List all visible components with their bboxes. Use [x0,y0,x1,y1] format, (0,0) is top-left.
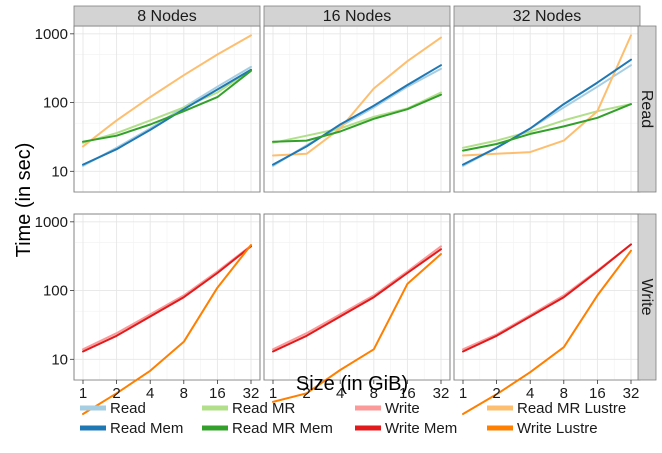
series-line-read-mr-mem [82,69,252,143]
legend-label: Read MR Mem [232,420,333,437]
series-line-read-mr-lustre [462,34,632,157]
y-tick-label: 1000 [35,214,68,231]
series-line-read-mr-mem [272,93,442,143]
series-line-read-mr [462,103,632,149]
series-line-write [272,245,442,351]
series-line-read-mr-lustre [82,34,252,148]
x-tick-label: 1 [79,385,87,402]
legend-label: Write [385,400,420,417]
x-tick-label: 2 [492,385,500,402]
legend-label: Write Mem [385,420,457,437]
legend: Read Read MR Write Read MR Lustre Read Mem Re… [80,400,626,437]
panel-border [73,213,261,381]
series-line-write-lustre [82,244,252,415]
row-strip-label: Read [638,90,655,128]
series-line-read-mr-lustre [272,36,442,157]
x-tick-label: 16 [209,385,226,402]
row-strip [637,25,657,193]
row-strip [637,213,657,381]
legend-label: Read [110,400,146,417]
x-tick-label: 32 [433,385,450,402]
row-strip-label: Write [638,278,655,315]
y-axis-title: Time (in sec) [13,143,35,258]
x-tick-label: 1 [459,385,467,402]
x-tick-label: 32 [243,385,260,402]
series-line-read-mem [462,58,632,166]
panel-border [263,213,451,381]
y-tick-label: 100 [43,95,68,112]
x-tick-label: 4 [146,385,154,402]
x-tick-label: 8 [560,385,568,402]
y-tick-label: 1000 [35,26,68,43]
panel-grid [73,25,641,415]
column-strip-label: 16 Nodes [323,8,392,25]
x-tick-label: 16 [589,385,606,402]
legend-label: Write Lustre [517,420,598,437]
y-tick-label: 100 [43,283,68,300]
column-strip [453,5,641,27]
column-strip-label: 8 Nodes [137,8,197,25]
x-tick-label: 1 [269,385,277,402]
y-tick-label: 10 [51,351,68,368]
x-tick-label: 8 [370,385,378,402]
series-line-write-mem [462,243,632,353]
x-tick-label: 32 [623,385,640,402]
column-strip [73,5,261,27]
series-line-read-mem [272,64,442,166]
x-tick-label: 2 [302,385,310,402]
legend-label: Read Mem [110,420,183,437]
x-tick-label: 2 [112,385,120,402]
x-tick-label: 8 [180,385,188,402]
column-strip-label: 32 Nodes [513,8,582,25]
x-tick-label: 4 [336,385,344,402]
series-line-read-mr [82,68,252,144]
series-line-read-mr-mem [462,103,632,152]
axis-ticks: 10 100 1000 10 100 1000 1 2 4 8 16 32 1 2 4 8 16 32 1 2 4 8 16… [35,26,640,402]
legend-label: Read MR Lustre [517,400,626,417]
series-line-read-mem [82,68,252,166]
series-line-write-mem [272,248,442,353]
x-axis-title: Size (in GiB) [296,373,408,395]
facet-strips: 8 Nodes 16 Nodes 32 Nodes Read Write [73,5,657,381]
legend-label: Read MR [232,400,296,417]
column-strip [263,5,451,27]
series-line-write-lustre [462,249,632,415]
x-tick-label: 4 [526,385,534,402]
series-line-write-mem [82,245,252,353]
series-line-write-lustre [272,253,442,403]
y-tick-label: 10 [51,163,68,180]
x-tick-label: 16 [399,385,416,402]
series-line-write [82,244,252,351]
